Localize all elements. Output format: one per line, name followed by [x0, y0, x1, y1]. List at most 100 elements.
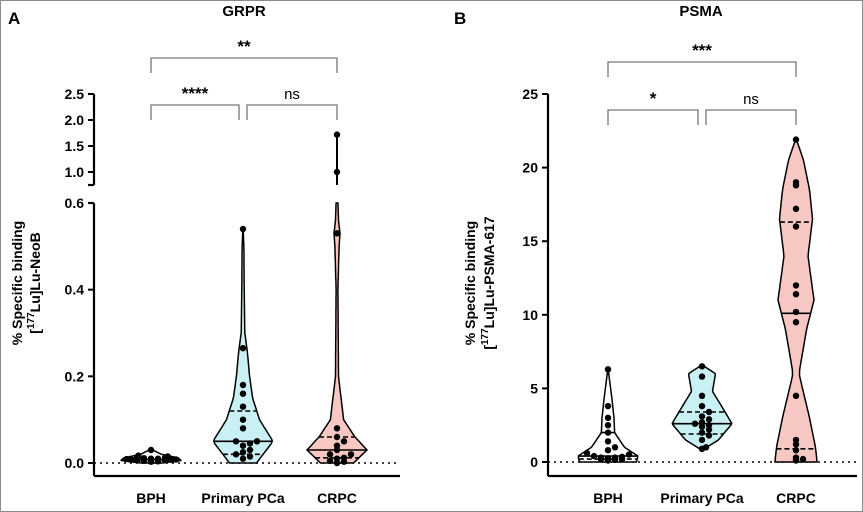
panel-a-x-label-primary-pca: Primary PCa — [201, 490, 284, 506]
panel-b-point-bph-16 — [604, 414, 612, 421]
panel-b-y-tick-label-25: 25 — [522, 86, 538, 102]
panel-b-point-bph-5 — [611, 454, 619, 461]
panel-b-point-primary-pca-13 — [698, 402, 706, 410]
panel-b-point-crpc-1 — [799, 455, 807, 463]
panel-b-point-primary-pca-14 — [698, 392, 706, 399]
panel-a-y-tick-label-2-5: 2.5 — [65, 86, 85, 102]
panel-a-point-crpc-14 — [333, 131, 341, 138]
panel-b-title: PSMA — [679, 3, 723, 20]
panel-a-title: GRPR — [222, 3, 266, 20]
panel-a-point-bph-8 — [123, 455, 130, 463]
panel-a-point-crpc-5 — [326, 451, 334, 458]
panel-a-point-bph-7 — [172, 456, 180, 463]
panel-b-point-bph-17 — [604, 402, 612, 410]
panel-b-point-crpc-7 — [792, 319, 800, 326]
panel-b-point-bph-4 — [604, 455, 612, 462]
panel-b-point-primary-pca-9 — [698, 419, 706, 426]
panel-b-point-primary-pca-16 — [698, 363, 706, 370]
panel-b-point-bph-10 — [583, 450, 591, 457]
panel-a-y-tick-label-0-2: 0.2 — [65, 368, 85, 384]
panel-a-ylabel-line1: % Specific binding — [9, 221, 25, 345]
panel-a-ylabel-compound: Lu]Lu-NeoB — [27, 232, 43, 312]
panel-a-point-primary-pca-6 — [246, 440, 254, 447]
panel-a-point-crpc-4 — [340, 454, 348, 461]
panel-b-point-crpc-14 — [792, 179, 800, 186]
panel-a-letter: A — [8, 9, 20, 28]
panel-b-y-tick-label-20: 20 — [522, 160, 538, 176]
panel-a-comparison-bracket-2 — [150, 57, 338, 73]
panel-a-point-crpc-9 — [340, 438, 348, 445]
panel-b-x-label-crpc: CRPC — [776, 490, 816, 506]
panel-b-point-crpc-11 — [792, 223, 800, 230]
panel-a-point-bph-9 — [147, 455, 155, 462]
panel-b-point-bph-12 — [611, 444, 619, 451]
panel-b-point-crpc-10 — [792, 282, 800, 289]
panel-a-point-bph-16 — [147, 446, 155, 454]
panel-b-ylabel-sup: 177 — [480, 328, 491, 345]
panel-b-comparison-bracket-1 — [705, 109, 797, 125]
panel-b-point-bph-18 — [604, 366, 612, 373]
panel-a-point-crpc-2 — [326, 457, 334, 464]
panel-b-point-bph-15 — [604, 422, 612, 429]
panel-b-point-primary-pca-12 — [705, 408, 713, 416]
panel-b-point-bph-6 — [597, 454, 605, 461]
panel-b-y-tick-label-15: 15 — [522, 233, 538, 249]
panel-b-point-bph-8 — [590, 452, 598, 460]
panel-a-point-primary-pca-15 — [239, 225, 247, 233]
panel-a-plot: 0.0 0.2 0.4 0.6 1.0 1.5 2.0 2.5 BPH Primary PCa CR… — [65, 37, 400, 506]
panel-a-point-crpc-11 — [333, 425, 341, 432]
panel-b-point-primary-pca-10 — [705, 416, 713, 423]
panel-b-point-primary-pca-1 — [702, 444, 710, 451]
panel-b-point-primary-pca-7 — [705, 422, 713, 429]
panel-a-point-primary-pca-1 — [246, 453, 254, 460]
panel-a-y-tick-label-0-4: 0.4 — [65, 282, 85, 298]
panel-a-point-primary-pca-9 — [239, 425, 247, 432]
panel-b-ylabel-line1: % Specific binding — [462, 221, 478, 345]
panel-b-x-label-primary-pca: Primary PCa — [660, 490, 743, 506]
panel-b-point-crpc-4 — [792, 441, 800, 448]
panel-b-ylabel: % Specific binding — [462, 221, 478, 345]
panel-b-comparison-bracket-2 — [607, 61, 797, 77]
panel-a-point-primary-pca-10 — [239, 416, 247, 423]
panel-a-point-bph-10 — [154, 455, 162, 462]
panel-b-point-bph-13 — [604, 438, 612, 445]
panel-b-point-bph-14 — [604, 429, 612, 436]
panel-a-point-primary-pca-5 — [239, 442, 247, 449]
panel-a-ylabel-2: [177Lu]Lu-NeoB — [26, 232, 43, 333]
panel-a-point-primary-pca-8 — [253, 438, 261, 445]
panel-b-point-crpc-2 — [792, 454, 800, 461]
panel-b-point-crpc-12 — [792, 205, 800, 212]
panel-a-ylabel: % Specific binding — [9, 221, 25, 345]
panel-b-letter: B — [454, 9, 466, 28]
panel-b-point-primary-pca-4 — [698, 429, 706, 436]
panel-a-point-primary-pca-14 — [239, 345, 247, 352]
panel-a-y-tick-label-1-5: 1.5 — [65, 138, 85, 154]
panel-a-comparison-bracket-0 — [150, 104, 240, 120]
panel-b-point-crpc-9 — [792, 291, 800, 298]
panel-b-y-tick-label-5: 5 — [530, 380, 538, 396]
panel-b-point-primary-pca-11 — [698, 413, 706, 420]
panel-a-point-primary-pca-12 — [239, 390, 247, 397]
panel-b-ylabel-compound: Lu]Lu-PSMA-617 — [481, 216, 497, 328]
panel-b-ylabel-2: [177Lu]Lu-PSMA-617 — [480, 216, 497, 350]
panel-a-point-crpc-3 — [333, 455, 341, 462]
panel-b-comparison-label-2: *** — [692, 41, 712, 60]
panel-a-ylabel-sup: 177 — [26, 312, 37, 329]
panel-a-ylabel-bracket: [ — [27, 329, 43, 334]
panel-a-y-tick-label-2-0: 2.0 — [65, 112, 85, 128]
panel-a-point-crpc-10 — [333, 433, 341, 441]
panel-a-point-primary-pca-11 — [239, 403, 247, 410]
panel-b-point-crpc-5 — [792, 436, 800, 444]
panel-b-y-tick-label-0: 0 — [530, 454, 538, 470]
panel-a-y-tick-label-0-0: 0.0 — [65, 455, 85, 471]
panel-b-point-bph-7 — [618, 453, 626, 460]
panel-a-point-primary-pca-13 — [239, 381, 247, 389]
panel-a-comparison-label-2: ** — [237, 37, 251, 56]
panel-b-x-label-bph: BPH — [593, 490, 623, 506]
panel-b-point-primary-pca-2 — [698, 436, 706, 444]
panel-b-comparison-bracket-0 — [607, 109, 699, 125]
panel-a-y-tick-label-0-6: 0.6 — [65, 195, 85, 211]
panel-b-y-tick-label-10: 10 — [522, 307, 538, 323]
